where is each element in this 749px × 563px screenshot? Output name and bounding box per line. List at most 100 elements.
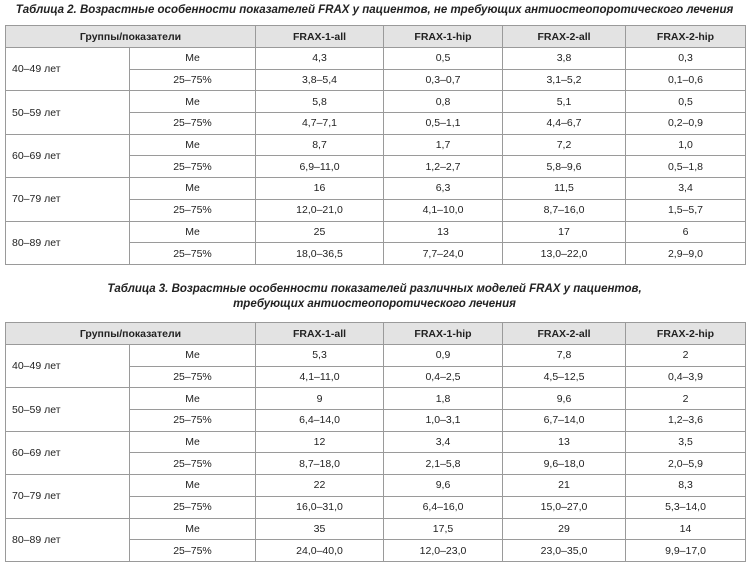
value-cell: 13 (502, 430, 626, 454)
value-cell: 9,9–17,0 (625, 539, 746, 562)
row-label: Me (129, 47, 256, 70)
value-cell: 2,1–5,8 (383, 452, 503, 476)
value-cell: 3,8–5,4 (255, 68, 384, 92)
value-cell: 6,4–14,0 (255, 409, 384, 432)
value-cell: 9,6 (502, 387, 626, 411)
value-cell: 9,6–18,0 (502, 452, 626, 476)
body-row: 40–49 лет Me 5,3 0,9 7,8 2 (5, 343, 746, 389)
data-table: Группы/показатели FRAX-1-all FRAX-1-hip FRA… (5, 25, 746, 265)
header-cell: FRAX-1-all (255, 322, 384, 345)
value-cell: 6,4–16,0 (383, 495, 503, 519)
row-label: 25–75% (129, 68, 256, 92)
header-cell: FRAX-1-all (255, 25, 384, 48)
header-cell: Группы/показатели (5, 322, 256, 345)
value-cell: 2,0–5,9 (625, 452, 746, 476)
value-cell: 23,0–35,0 (502, 539, 626, 562)
value-cell: 21 (502, 474, 626, 497)
value-cell: 25 (255, 220, 384, 244)
header-cell: FRAX-2-all (502, 322, 626, 345)
header-row: Группы/показатели FRAX-1-all FRAX-1-hip FRA… (5, 322, 746, 345)
value-cell: 5,3 (255, 344, 384, 367)
value-cell: 5,8 (255, 90, 384, 114)
body-row: 50–59 лет Me 9 1,8 9,6 2 (5, 387, 746, 432)
group-label: 40–49 лет (5, 343, 130, 389)
value-cell: 4,4–6,7 (502, 112, 626, 135)
row-label: 25–75% (129, 242, 256, 265)
value-cell: 14 (625, 517, 746, 541)
value-cell: 22 (255, 474, 384, 497)
value-cell: 9,6 (383, 474, 503, 497)
value-cell: 5,3–14,0 (625, 495, 746, 519)
value-cell: 8,3 (625, 474, 746, 497)
row-label: Me (129, 430, 256, 454)
row-label: 25–75% (129, 198, 256, 222)
value-cell: 3,8 (502, 47, 626, 70)
row-label: 25–75% (129, 409, 256, 432)
row-label: Me (129, 517, 256, 541)
value-cell: 3,4 (625, 177, 746, 200)
value-cell: 0,3 (625, 47, 746, 70)
value-cell: 17,5 (383, 517, 503, 541)
value-cell: 5,1 (502, 90, 626, 114)
value-cell: 29 (502, 517, 626, 541)
value-cell: 2,9–9,0 (625, 242, 746, 265)
value-cell: 15,0–27,0 (502, 495, 626, 519)
value-cell: 0,5–1,8 (625, 155, 746, 179)
row-label: 25–75% (129, 112, 256, 135)
value-cell: 3,5 (625, 430, 746, 454)
value-cell: 3,4 (383, 430, 503, 454)
data-table: Группы/показатели FRAX-1-all FRAX-1-hip FRA… (5, 322, 746, 562)
value-cell: 0,2–0,9 (625, 112, 746, 135)
body-row: 80–89 лет Me 35 17,5 29 14 (5, 517, 746, 562)
body-row: 25–75% 12,0–21,0 4,1–10,0 8,7–16,0 1,5–5,7 (6, 198, 746, 222)
row-label: Me (129, 344, 256, 367)
row-label: Me (129, 90, 256, 114)
body-row: 70–79 лет Me 16 6,3 11,5 3,4 (5, 177, 746, 222)
value-cell: 12,0–23,0 (383, 539, 503, 562)
value-cell: 12 (255, 430, 384, 454)
value-cell: 7,2 (502, 133, 626, 157)
group-label: 80–89 лет (5, 517, 130, 562)
value-cell: 16 (255, 177, 384, 200)
value-cell: 24,0–40,0 (255, 539, 384, 562)
title-line: Таблица 2. Возрастные особенности показа… (15, 4, 734, 16)
value-cell: 7,7–24,0 (383, 242, 503, 265)
value-cell: 16,0–31,0 (255, 495, 384, 519)
value-cell: 8,7–18,0 (255, 452, 384, 476)
body-row: 25–75% 6,9–11,0 1,2–2,7 5,8–9,6 0,5–1,8 (6, 155, 746, 179)
value-cell: 5,8–9,6 (502, 155, 626, 179)
value-cell: 7,8 (502, 344, 626, 367)
body-row: 25–75% 8,7–18,0 2,1–5,8 9,6–18,0 2,0–5,9 (6, 452, 746, 476)
value-cell: 1,0–3,1 (383, 409, 503, 432)
title-line: требующих антиостеопоротического лечения (233, 298, 516, 310)
body-row: 25–75% 24,0–40,0 12,0–23,0 23,0–35,0 9,9–17,… (6, 539, 746, 562)
header-cell: FRAX-2-hip (625, 25, 746, 48)
group-label: 70–79 лет (5, 177, 130, 222)
title-line: Таблица 3. Возрастные особенности показа… (107, 283, 642, 295)
value-cell: 4,5–12,5 (502, 365, 626, 389)
row-label: 25–75% (129, 452, 256, 476)
value-cell: 17 (502, 220, 626, 244)
value-cell: 4,3 (255, 47, 384, 70)
value-cell: 12,0–21,0 (255, 198, 384, 222)
header-cell: Группы/показатели (5, 25, 256, 48)
row-label: Me (129, 387, 256, 411)
value-cell: 6,9–11,0 (255, 155, 384, 179)
group-label: 50–59 лет (5, 387, 130, 432)
group-label: 40–49 лет (5, 46, 130, 92)
value-cell: 2 (625, 344, 746, 367)
body-row: 40–49 лет Me 4,3 0,5 3,8 0,3 (5, 46, 746, 92)
value-cell: 13,0–22,0 (502, 242, 626, 265)
value-cell: 0,4–3,9 (625, 365, 746, 389)
group-label: 50–59 лет (5, 90, 130, 135)
body-row: 70–79 лет Me 22 9,6 21 8,3 (5, 474, 746, 519)
group-label: 60–69 лет (5, 430, 130, 476)
value-cell: 0,3–0,7 (383, 68, 503, 92)
row-label: Me (129, 220, 256, 244)
value-cell: 0,9 (383, 344, 503, 367)
row-label: 25–75% (129, 155, 256, 179)
group-label: 70–79 лет (5, 474, 130, 519)
value-cell: 4,7–7,1 (255, 112, 384, 135)
row-label: 25–75% (129, 539, 256, 562)
